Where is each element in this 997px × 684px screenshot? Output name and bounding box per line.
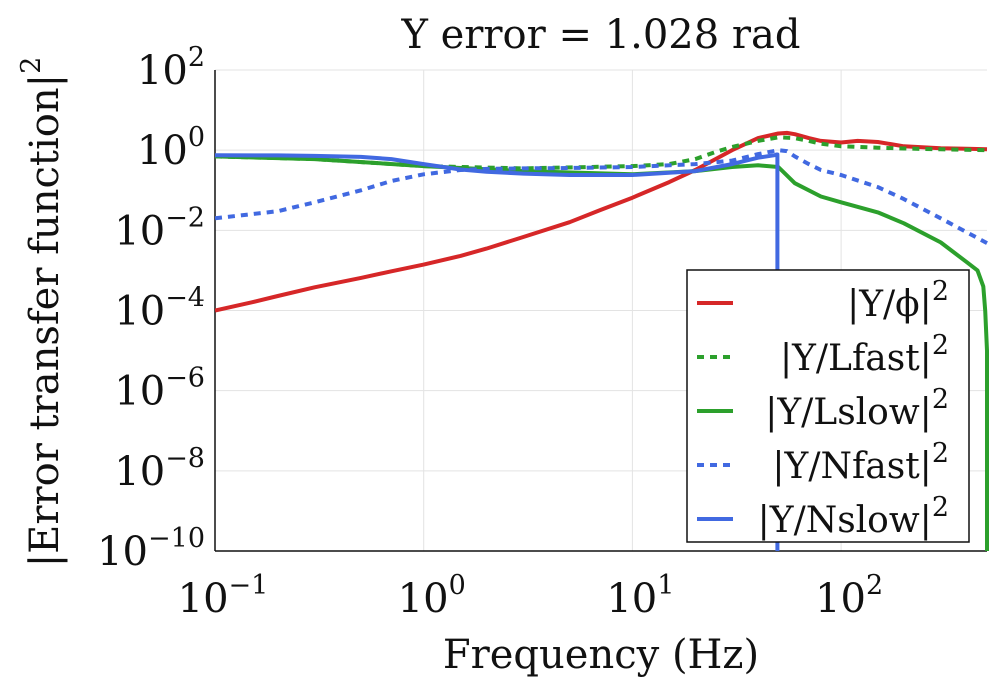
y-tick-label: 102 bbox=[137, 42, 205, 94]
x-tick-label: 10−1 bbox=[178, 570, 269, 622]
legend-label: |Y/Nslow|2 bbox=[758, 492, 949, 541]
legend-label: |Y/ϕ|2 bbox=[847, 276, 949, 325]
axis-labels: Frequency (Hz) |Error transfer function|2 bbox=[16, 57, 759, 678]
y-tick-label: 10−10 bbox=[97, 523, 205, 575]
x-tick-label: 102 bbox=[815, 570, 883, 622]
series-line-2 bbox=[215, 135, 988, 171]
plot-area bbox=[215, 130, 989, 551]
x-axis-label: Frequency (Hz) bbox=[443, 632, 759, 678]
series-line-4 bbox=[215, 148, 988, 245]
legend-label: |Y/Nfast|2 bbox=[772, 438, 949, 487]
chart-title: Y error = 1.028 rad bbox=[401, 12, 801, 58]
y-tick-label: 10−2 bbox=[114, 202, 205, 254]
y-tick-label: 10−4 bbox=[114, 283, 205, 335]
legend-label: |Y/Lslow|2 bbox=[765, 384, 949, 433]
legend-label: |Y/Lfast|2 bbox=[780, 330, 949, 379]
legend: |Y/ϕ|2 |Y/Lfast|2 |Y/Lslow|2 |Y/Nfast|2 |Y/N… bbox=[686, 269, 970, 543]
y-tick-label: 10−8 bbox=[114, 443, 205, 495]
series-line-3 bbox=[215, 154, 989, 551]
x-tick-label: 100 bbox=[398, 570, 466, 622]
y-tick-label: 10−6 bbox=[114, 363, 205, 415]
x-tick-label: 101 bbox=[606, 570, 674, 622]
y-axis-label: |Error transfer function|2 bbox=[16, 57, 68, 568]
series-line-5 bbox=[215, 152, 780, 551]
legend-box bbox=[686, 269, 970, 543]
y-tick-label: 100 bbox=[137, 122, 205, 174]
